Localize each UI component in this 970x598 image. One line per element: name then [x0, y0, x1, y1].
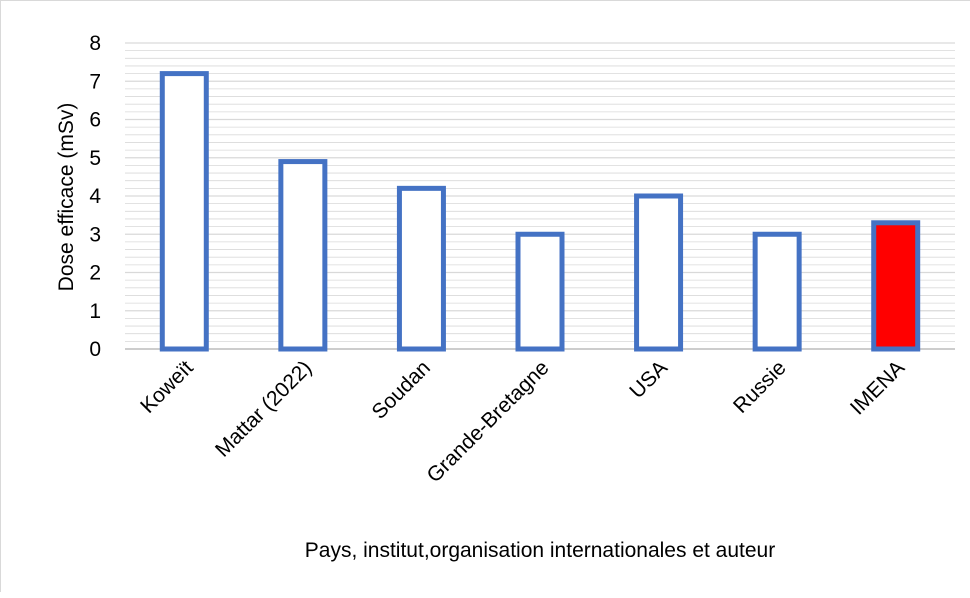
y-tick-label: 5: [89, 147, 101, 170]
y-tick-label: 8: [89, 32, 101, 55]
bar: [515, 231, 565, 352]
y-tick-label: 4: [89, 185, 101, 208]
x-tick-label: Grande-Bretagne: [423, 356, 554, 487]
bar: [159, 71, 209, 352]
x-tick-label: Koweït: [136, 356, 198, 418]
y-tick-label: 1: [89, 300, 101, 323]
bar: [871, 220, 921, 352]
bar: [634, 193, 684, 352]
y-axis-label: Dose efficace (mSv): [55, 103, 78, 292]
x-tick-label: Russie: [729, 356, 791, 418]
y-tick-labels: 0 1 2 3 4 5 6 7 8: [89, 32, 101, 361]
bar: [278, 159, 328, 352]
bars: [159, 71, 921, 352]
y-tick-label: 7: [89, 70, 101, 93]
x-tick-label: USA: [625, 356, 672, 403]
bar: [752, 231, 802, 352]
x-axis-label: Pays, institut,organisation internationa…: [305, 539, 775, 562]
x-tick-label: Mattar (2022): [211, 356, 316, 461]
y-tick-label: 0: [89, 338, 101, 361]
x-tick-labels: Koweït Mattar (2022) SoudanGrande-Bretagne…: [136, 356, 909, 487]
bar: [396, 185, 446, 352]
y-tick-label: 3: [89, 223, 101, 246]
y-tick-label: 6: [89, 109, 101, 132]
x-tick-label: IMENA: [846, 356, 909, 419]
y-tick-label: 2: [89, 262, 101, 285]
x-tick-label: Soudan: [368, 356, 435, 423]
